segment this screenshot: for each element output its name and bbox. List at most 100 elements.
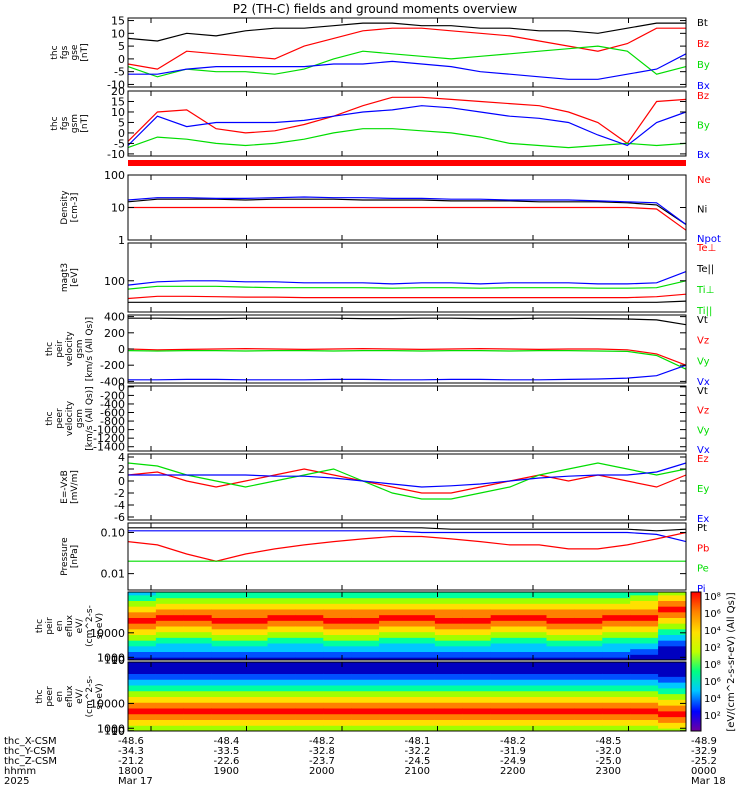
spectrogram-cell bbox=[379, 600, 408, 604]
spectrogram-cell bbox=[379, 594, 408, 599]
y-axis-label: eflux bbox=[65, 614, 75, 637]
spectrogram-cell bbox=[323, 676, 352, 680]
spectrogram-cell bbox=[658, 651, 687, 655]
spectrogram-cell bbox=[630, 708, 659, 712]
spectrogram-cell bbox=[434, 676, 464, 680]
legend-By: By bbox=[697, 60, 710, 71]
spectrogram-cell bbox=[630, 679, 659, 683]
spectrogram-cell bbox=[658, 673, 687, 677]
spectrogram-cell bbox=[407, 716, 436, 720]
spectrogram-cell bbox=[602, 667, 631, 672]
spectrogram-cell bbox=[490, 609, 520, 613]
spectrogram-cell bbox=[351, 708, 380, 712]
spectrogram-cell bbox=[155, 645, 185, 650]
spectrogram-cell bbox=[239, 606, 268, 610]
spectrogram-cell bbox=[630, 728, 659, 732]
spectrogram-cell bbox=[518, 614, 547, 618]
spectrogram-cell bbox=[267, 628, 296, 633]
spectrogram-cell bbox=[323, 713, 352, 718]
spectrogram-cell bbox=[546, 685, 575, 689]
spectrogram-cell bbox=[239, 651, 268, 655]
spectrogram-cell bbox=[211, 634, 241, 638]
footer-row-label: 2025 bbox=[4, 776, 29, 787]
spectrogram-cell bbox=[658, 667, 687, 672]
spectrogram-cell bbox=[351, 690, 380, 695]
spectrogram-cell bbox=[267, 614, 296, 618]
footer-value: -48.9 bbox=[691, 736, 717, 747]
spectrogram-cell bbox=[518, 719, 547, 723]
spectrogram-cell bbox=[211, 722, 241, 726]
spectrogram-cell bbox=[574, 682, 603, 686]
spectrogram-cell bbox=[183, 623, 213, 627]
spectrogram-cell bbox=[546, 606, 575, 610]
spectrogram-cell bbox=[574, 631, 603, 635]
spectrogram-cell bbox=[155, 710, 185, 715]
spectrogram-cell bbox=[462, 710, 492, 715]
spectrogram-cell bbox=[183, 620, 213, 624]
spectrogram-cell bbox=[323, 696, 352, 700]
colorbar-tick: 10⁸ bbox=[704, 660, 721, 671]
spectrogram-cell bbox=[295, 705, 324, 709]
legend-Bz: Bz bbox=[697, 91, 709, 102]
spectrogram-cell bbox=[602, 648, 631, 652]
spectrogram-cell bbox=[602, 634, 631, 638]
spectrogram-cell bbox=[323, 728, 352, 732]
spectrogram-cell bbox=[239, 592, 268, 596]
y-axis-label: eflux bbox=[65, 685, 75, 708]
spectrogram-cell bbox=[407, 664, 436, 669]
y-tick-label: -5 bbox=[114, 66, 125, 79]
spectrogram-cell bbox=[155, 597, 185, 601]
spectrogram-cell bbox=[630, 606, 659, 610]
spectrogram-cell bbox=[518, 687, 547, 692]
spectrogram-cell bbox=[323, 645, 352, 650]
spectrogram-cell bbox=[379, 708, 408, 712]
spectrogram-cell bbox=[462, 664, 492, 669]
spectrogram-cell bbox=[323, 648, 352, 652]
spectrogram-cell bbox=[462, 617, 492, 621]
spectrogram-cell bbox=[128, 699, 157, 703]
spectrogram-cell bbox=[323, 592, 352, 596]
spectrogram-cell bbox=[183, 611, 213, 616]
spectrogram-cell bbox=[295, 654, 324, 658]
spectrogram-cell bbox=[630, 628, 659, 633]
spectrogram-cell bbox=[295, 592, 324, 596]
y-axis-label: Pressure bbox=[60, 537, 70, 576]
legend-Vx: Vx bbox=[697, 445, 710, 456]
spectrogram-cell bbox=[518, 651, 547, 655]
spectrogram-cell bbox=[379, 620, 408, 624]
spectrogram-cell bbox=[351, 606, 380, 610]
spectrogram-cell bbox=[379, 725, 408, 729]
spectrogram-cell bbox=[602, 623, 631, 627]
colorbar-tick: 10² bbox=[704, 643, 721, 654]
spectrogram-cell bbox=[351, 682, 380, 686]
spectrogram-cell bbox=[379, 687, 408, 692]
footer-value: 1800 bbox=[118, 766, 143, 777]
spectrogram-cell bbox=[546, 696, 575, 700]
spectrogram-cell bbox=[351, 651, 380, 655]
spectrogram-cell bbox=[518, 670, 547, 674]
spectrogram-cell bbox=[155, 631, 185, 635]
spectrogram-cell bbox=[183, 626, 213, 630]
spectrogram-cell bbox=[211, 609, 241, 613]
spectrogram-cell bbox=[407, 606, 436, 610]
spectrogram-cell bbox=[239, 687, 268, 692]
spectrogram-cell bbox=[351, 631, 380, 635]
spectrogram-cell bbox=[490, 592, 520, 596]
quality-flag-bar bbox=[128, 160, 686, 166]
legend-Ti||: Ti|| bbox=[696, 306, 712, 317]
spectrogram-cell bbox=[155, 603, 185, 607]
spectrogram-cell bbox=[630, 611, 659, 616]
spectrogram-cell bbox=[658, 611, 687, 616]
spectrogram-cell bbox=[295, 648, 324, 652]
spectrogram-cell bbox=[462, 699, 492, 703]
series-Vy bbox=[127, 350, 687, 370]
footer-value: -33.5 bbox=[214, 746, 240, 757]
spectrogram-cell bbox=[351, 643, 380, 647]
spectrogram-cell bbox=[295, 708, 324, 712]
y-axis-label: peer bbox=[55, 408, 65, 429]
spectrogram-cell bbox=[323, 685, 352, 689]
spectrogram-cell bbox=[574, 651, 603, 655]
spectrogram-cell bbox=[379, 705, 408, 709]
spectrogram-cell bbox=[462, 690, 492, 695]
spectrogram-cell bbox=[379, 710, 408, 715]
